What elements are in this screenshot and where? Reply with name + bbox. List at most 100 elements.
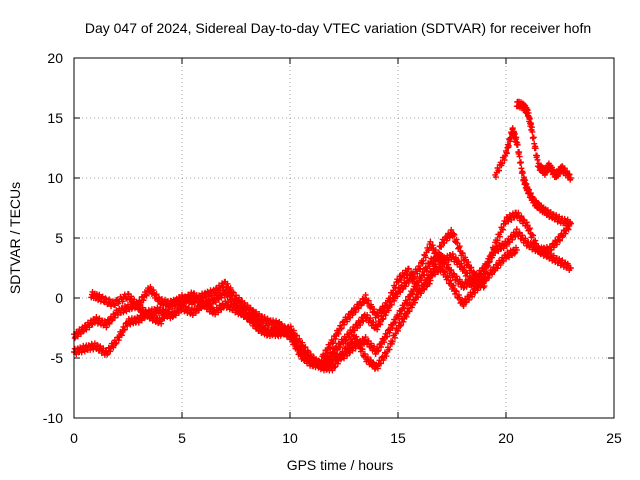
data-point	[378, 360, 385, 367]
data-point	[344, 352, 351, 359]
data-point	[118, 332, 125, 339]
data-point	[513, 247, 520, 253]
data-point	[432, 261, 439, 268]
data-point	[122, 294, 129, 301]
data-point	[131, 296, 138, 303]
data-point	[378, 344, 385, 351]
data-point	[106, 320, 113, 327]
data-point	[329, 367, 336, 374]
x-axis-label: GPS time / hours	[287, 457, 394, 473]
data-point	[299, 339, 306, 346]
data-point	[355, 305, 362, 312]
data-point	[172, 312, 179, 319]
data-point	[427, 277, 434, 284]
data-point	[392, 284, 399, 291]
data-point	[494, 237, 501, 244]
data-point	[545, 249, 552, 256]
data-point	[246, 305, 253, 312]
data-point	[110, 344, 117, 351]
data-point	[391, 334, 398, 341]
data-point	[141, 308, 148, 315]
series-track-6	[513, 98, 574, 183]
data-point	[103, 324, 110, 331]
data-point	[501, 156, 508, 163]
data-point	[394, 293, 401, 300]
data-point	[397, 289, 404, 296]
data-point	[491, 267, 498, 274]
data-point	[400, 304, 407, 311]
data-point	[494, 265, 501, 272]
data-point	[455, 291, 462, 298]
data-point	[522, 235, 529, 242]
data-point	[499, 160, 506, 167]
data-point	[485, 262, 492, 269]
data-point	[71, 335, 78, 342]
data-point	[362, 334, 369, 341]
data-point	[150, 287, 157, 294]
data-point	[352, 309, 359, 316]
data-point	[337, 356, 344, 363]
data-point	[499, 226, 506, 233]
data-point	[486, 274, 493, 281]
data-point	[324, 350, 331, 357]
y-tick-label: -10	[43, 410, 63, 426]
data-point	[195, 306, 202, 313]
data-point	[396, 288, 403, 295]
data-point	[93, 314, 100, 321]
data-point	[527, 121, 534, 128]
data-point	[556, 236, 563, 243]
data-point	[335, 330, 342, 337]
data-point	[334, 360, 341, 367]
data-point	[367, 358, 374, 365]
data-point	[328, 353, 335, 360]
data-point	[514, 141, 521, 148]
data-point	[109, 298, 116, 305]
data-point	[519, 169, 526, 176]
data-point	[470, 268, 477, 275]
data-point	[389, 338, 396, 345]
data-point	[553, 241, 560, 248]
data-point	[414, 270, 421, 277]
data-point	[420, 257, 427, 264]
data-point	[207, 305, 214, 312]
data-point	[83, 326, 90, 333]
data-point	[160, 314, 167, 321]
data-point	[142, 291, 149, 298]
data-point	[450, 270, 457, 277]
data-point	[450, 282, 457, 289]
data-point	[565, 226, 572, 233]
data-point	[380, 315, 387, 322]
data-point	[262, 322, 269, 329]
x-tick-label: 25	[606, 430, 622, 446]
data-point	[140, 297, 147, 304]
data-point	[287, 323, 294, 330]
data-point	[186, 296, 193, 303]
data-point	[408, 269, 415, 276]
data-point	[357, 321, 364, 328]
y-tick-label: 20	[47, 50, 63, 66]
data-point	[438, 263, 445, 270]
data-point	[404, 299, 411, 306]
y-axis-label: SDTVAR / TECUs	[7, 182, 23, 294]
data-point	[414, 282, 421, 289]
data-point	[148, 310, 155, 317]
data-point	[359, 317, 366, 324]
data-point	[124, 322, 131, 329]
data-point	[106, 296, 113, 303]
data-point	[196, 294, 203, 301]
y-tick-label: 10	[47, 170, 63, 186]
data-point	[394, 327, 401, 334]
x-tick-label: 0	[70, 430, 78, 446]
data-point	[519, 232, 526, 239]
grid-lines	[74, 58, 614, 418]
data-point	[365, 297, 372, 304]
data-point	[370, 359, 377, 366]
data-point	[435, 254, 442, 261]
data-point	[398, 321, 405, 328]
data-point	[533, 240, 540, 247]
data-point	[97, 343, 104, 350]
data-point	[161, 315, 168, 322]
data-point	[456, 276, 463, 283]
y-tick-label: 5	[55, 230, 63, 246]
data-point	[386, 346, 393, 353]
